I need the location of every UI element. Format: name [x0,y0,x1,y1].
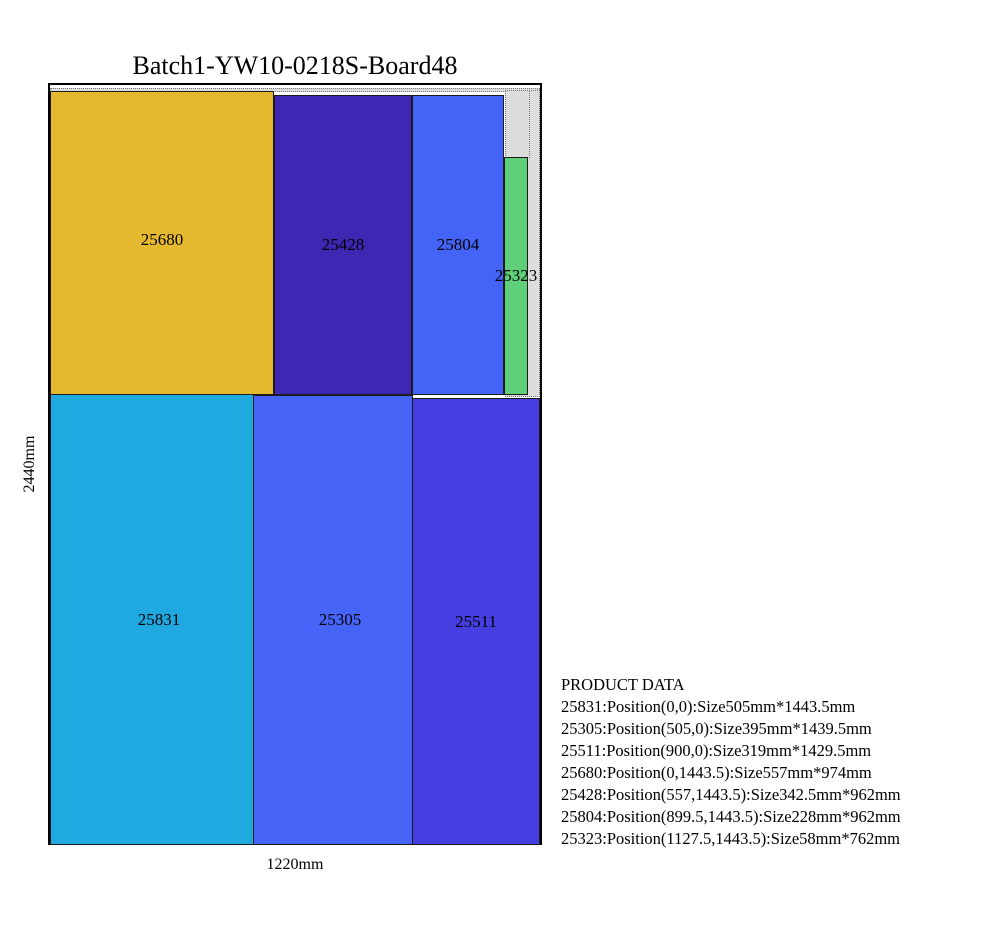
product-data-line: 25831:Position(0,0):Size505mm*1443.5mm [561,697,856,716]
board-height-label: 2440mm [21,435,38,493]
piece-label: 25305 [318,610,362,629]
product-data-line: 25323:Position(1127.5,1443.5):Size58mm*7… [561,829,901,848]
product-data-line: 25804:Position(899.5,1443.5):Size228mm*9… [561,807,901,826]
piece-label: 25511 [455,611,497,631]
piece-25680[interactable]: 25680 [50,91,274,395]
board-title: Batch1-YW10-0218S-Board48 [132,51,458,80]
cutting-board: 25680 25428 25804 25323 25831 25305 2551… [48,83,542,845]
product-data-panel: PRODUCT DATA 25831:Position(0,0):Size505… [561,674,901,850]
board-width-label: 1220mm [266,856,324,873]
piece-25831[interactable]: 25831 [50,394,254,845]
piece-25428[interactable]: 25428 [274,95,412,395]
offcut-right-top [505,90,530,158]
product-data-heading: PRODUCT DATA [561,675,685,694]
product-data-line: 25305:Position(505,0):Size395mm*1439.5mm [561,719,872,738]
piece-25323[interactable]: 25323 [495,157,537,395]
piece-25804[interactable]: 25804 [412,95,504,395]
piece-25305[interactable]: 25305 [253,395,413,845]
piece-25511[interactable]: 25511 [412,398,540,845]
product-data-line: 25511:Position(900,0):Size319mm*1429.5mm [561,741,872,760]
piece-label: 25323 [494,266,538,285]
piece-label: 25680 [140,230,184,249]
product-data-line: 25428:Position(557,1443.5):Size342.5mm*9… [561,785,901,804]
piece-label: 25804 [436,235,480,254]
product-data-line: 25680:Position(0,1443.5):Size557mm*974mm [561,763,872,782]
piece-label: 25831 [137,609,181,629]
piece-label: 25428 [321,235,365,254]
